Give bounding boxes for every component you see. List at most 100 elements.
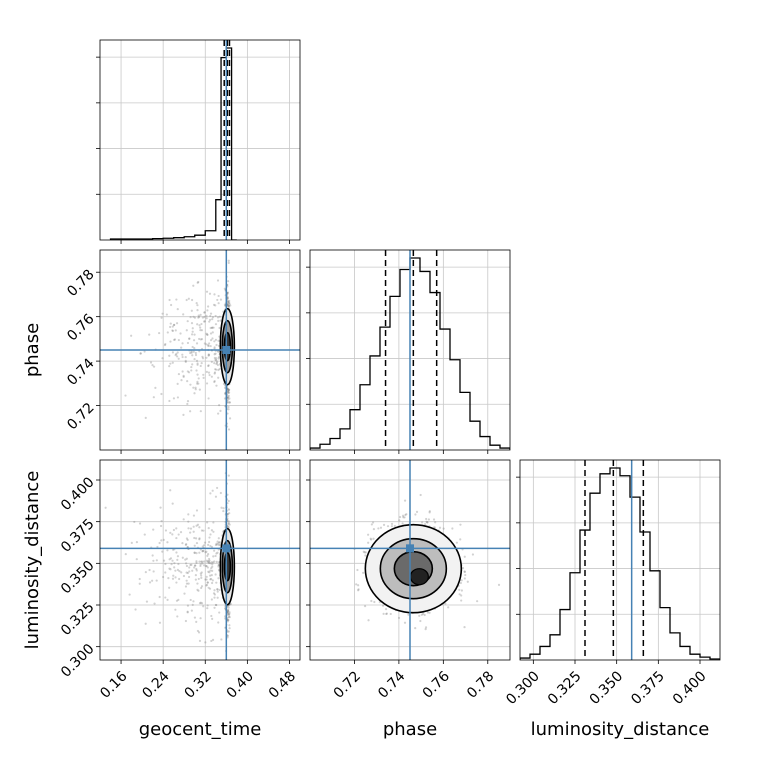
sample-point — [208, 559, 211, 562]
sample-point — [156, 545, 159, 549]
sample-point — [211, 331, 214, 334]
sample-point — [215, 552, 218, 555]
sample-point — [217, 541, 221, 544]
sample-point — [191, 327, 194, 330]
sample-point — [181, 542, 184, 545]
sample-point — [163, 343, 167, 347]
sample-point — [355, 583, 358, 586]
sample-point — [189, 527, 193, 530]
truth-marker — [222, 346, 231, 354]
sample-point — [168, 399, 171, 403]
truth-marker — [406, 544, 414, 553]
sample-point — [210, 326, 214, 329]
sample-point — [181, 355, 184, 359]
sample-point — [175, 298, 178, 301]
sample-point — [184, 359, 187, 362]
sample-point — [210, 598, 213, 601]
sample-point — [459, 523, 462, 526]
sample-point — [161, 312, 164, 315]
sample-point — [194, 573, 197, 577]
sample-point — [193, 333, 196, 336]
sample-point — [390, 525, 394, 528]
sample-point — [185, 543, 188, 546]
sample-point — [208, 292, 212, 295]
sample-point — [165, 313, 168, 316]
sample-point — [370, 538, 373, 541]
sample-point — [184, 360, 187, 364]
sample-point — [226, 609, 230, 613]
sample-point — [205, 356, 208, 359]
sample-point — [196, 323, 199, 326]
sample-point — [207, 305, 210, 308]
sample-point — [206, 521, 209, 524]
sample-point — [200, 529, 204, 532]
sample-point — [217, 350, 220, 353]
sample-point — [212, 530, 215, 533]
sample-point — [211, 326, 214, 329]
sample-point — [202, 376, 205, 380]
sample-point — [208, 536, 211, 539]
sample-point — [199, 313, 202, 316]
x-tick-label: 0.400 — [670, 668, 710, 708]
sample-point — [179, 531, 183, 534]
panel-frame — [309, 459, 511, 661]
sample-point — [190, 609, 193, 612]
sample-point — [401, 514, 405, 517]
sample-point — [138, 522, 142, 525]
sample-point — [214, 338, 218, 341]
sample-point — [213, 560, 216, 563]
sample-point — [130, 541, 133, 544]
sample-point — [202, 320, 206, 323]
sample-point — [382, 523, 386, 526]
sample-point — [216, 588, 219, 591]
sample-point — [227, 391, 231, 394]
sample-point — [192, 600, 195, 603]
sample-point — [160, 539, 163, 542]
sample-point — [207, 543, 210, 546]
sample-point — [226, 387, 229, 390]
sample-point — [193, 536, 196, 540]
sample-point — [178, 570, 181, 573]
sample-point — [198, 315, 201, 319]
sample-point — [215, 368, 218, 371]
sample-point — [188, 337, 191, 340]
sample-point — [176, 355, 179, 358]
sample-point — [207, 560, 210, 563]
sample-point — [228, 627, 231, 630]
sample-point — [190, 298, 194, 302]
sample-point — [384, 607, 388, 611]
sample-point — [195, 541, 199, 545]
sample-point — [476, 600, 479, 603]
sample-point — [198, 324, 201, 327]
sample-point — [414, 513, 417, 516]
panel-frame — [309, 249, 511, 451]
sample-point — [222, 509, 225, 513]
sample-point — [174, 576, 177, 579]
sample-point — [168, 365, 171, 368]
sample-point — [227, 388, 231, 392]
sample-point — [458, 593, 461, 596]
sample-point — [390, 522, 394, 525]
sample-point — [210, 567, 213, 570]
sample-point — [135, 541, 139, 544]
sample-point — [195, 524, 198, 527]
sample-point — [208, 342, 211, 345]
sample-point — [164, 571, 167, 574]
x-tick-label: 0.76 — [420, 668, 453, 701]
sample-point — [192, 525, 195, 528]
sample-point — [461, 567, 465, 570]
sample-point — [207, 586, 210, 589]
sample-point — [202, 373, 205, 376]
sample-point — [362, 571, 365, 574]
sample-point — [205, 584, 208, 587]
sample-point — [191, 603, 194, 606]
sample-point — [463, 555, 466, 558]
sample-point — [227, 259, 230, 262]
sample-point — [228, 303, 231, 306]
sample-point — [206, 333, 209, 336]
sample-point — [227, 618, 230, 622]
sample-point — [187, 520, 190, 523]
x-tick-label: 0.350 — [587, 668, 627, 708]
sample-point — [379, 526, 383, 529]
